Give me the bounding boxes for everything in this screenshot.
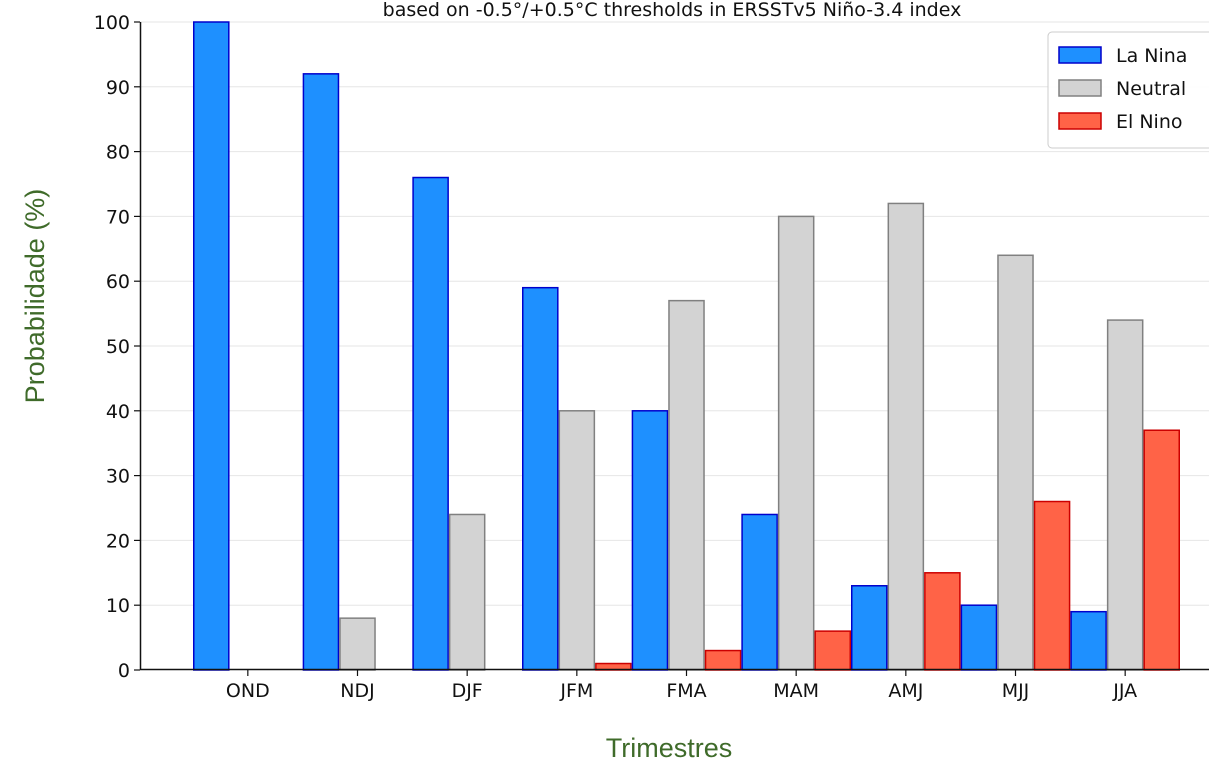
y-tick-label: 30 [106,466,130,488]
bar-la-nina [960,604,998,671]
bar-neutral [668,299,705,671]
y-axis-title: Probabilidade (%) [20,189,50,404]
axes [139,22,1209,671]
legend-label: Neutral [1116,78,1186,100]
y-tick-label: 100 [94,12,130,34]
bar-la-nina [412,176,449,671]
x-tick-label: JFM [559,680,593,702]
bar-el-nino [1033,500,1071,671]
y-tick-label: 50 [106,336,130,358]
legend: La Nina Neutral El Nino [1047,31,1209,149]
y-tick-label: 40 [106,401,130,423]
bar-la-nina [1070,610,1107,671]
y-tick-label: 90 [106,77,130,99]
bar-neutral [448,513,486,671]
x-tick-label: NDJ [340,680,374,702]
bar-neutral [339,617,376,671]
bar-la-nina [522,286,559,671]
bar-neutral [887,202,925,671]
y-tick-labels: 0 10 20 30 40 50 60 70 80 90 100 [94,12,140,682]
bar-el-nino [704,649,742,671]
x-tick-label: FMA [666,680,706,702]
x-axis-title: Trimestres [606,733,733,763]
x-tick-label: JJA [1112,680,1137,702]
x-tick-label: MJJ [1002,680,1030,702]
bar-neutral [777,215,815,671]
bar-la-nina [193,21,230,671]
bar-neutral [558,410,596,671]
bar-neutral [997,254,1034,671]
bar-la-nina [741,513,778,671]
y-tick-label: 60 [106,271,130,293]
y-tick-label: 80 [106,142,130,164]
x-tick-labels: OND NDJ DJF JFM FMA MAM AMJ MJJ JJA [226,670,1137,702]
x-tick-label: DJF [452,680,483,702]
y-tick-label: 0 [118,660,130,682]
legend-swatch [1058,46,1102,64]
bar-la-nina [302,73,340,671]
legend-swatch [1058,79,1102,97]
bars [193,21,1181,671]
bar-la-nina [631,410,669,671]
bar-la-nina [851,585,888,671]
y-tick-label: 10 [106,595,130,617]
bar-el-nino [814,630,852,671]
y-tick-label: 70 [106,206,130,228]
legend-label: La Nina [1116,45,1187,67]
bar-el-nino [1143,429,1181,671]
legend-label: El Nino [1116,111,1182,133]
x-tick-label: OND [226,680,270,702]
legend-swatch [1058,112,1102,130]
chart-title: based on -0.5°/+0.5°C thresholds in ERSS… [383,0,962,21]
x-tick-label: AMJ [888,680,923,702]
x-tick-label: MAM [773,680,819,702]
bar-el-nino [924,572,961,671]
bar-neutral [1106,319,1144,671]
y-tick-label: 20 [106,530,130,552]
